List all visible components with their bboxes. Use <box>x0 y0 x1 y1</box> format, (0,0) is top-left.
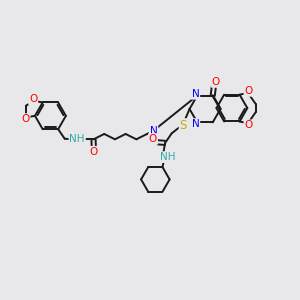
Text: N: N <box>192 89 199 99</box>
Text: O: O <box>89 147 98 157</box>
Text: NH: NH <box>69 134 85 144</box>
Text: O: O <box>149 134 157 144</box>
Text: S: S <box>180 119 187 132</box>
Text: N: N <box>192 119 199 129</box>
Text: O: O <box>244 86 253 96</box>
Text: NH: NH <box>160 152 176 162</box>
Text: N: N <box>150 126 158 136</box>
Text: O: O <box>21 114 30 124</box>
Text: O: O <box>29 94 37 104</box>
Text: O: O <box>244 120 253 130</box>
Text: O: O <box>212 77 220 87</box>
